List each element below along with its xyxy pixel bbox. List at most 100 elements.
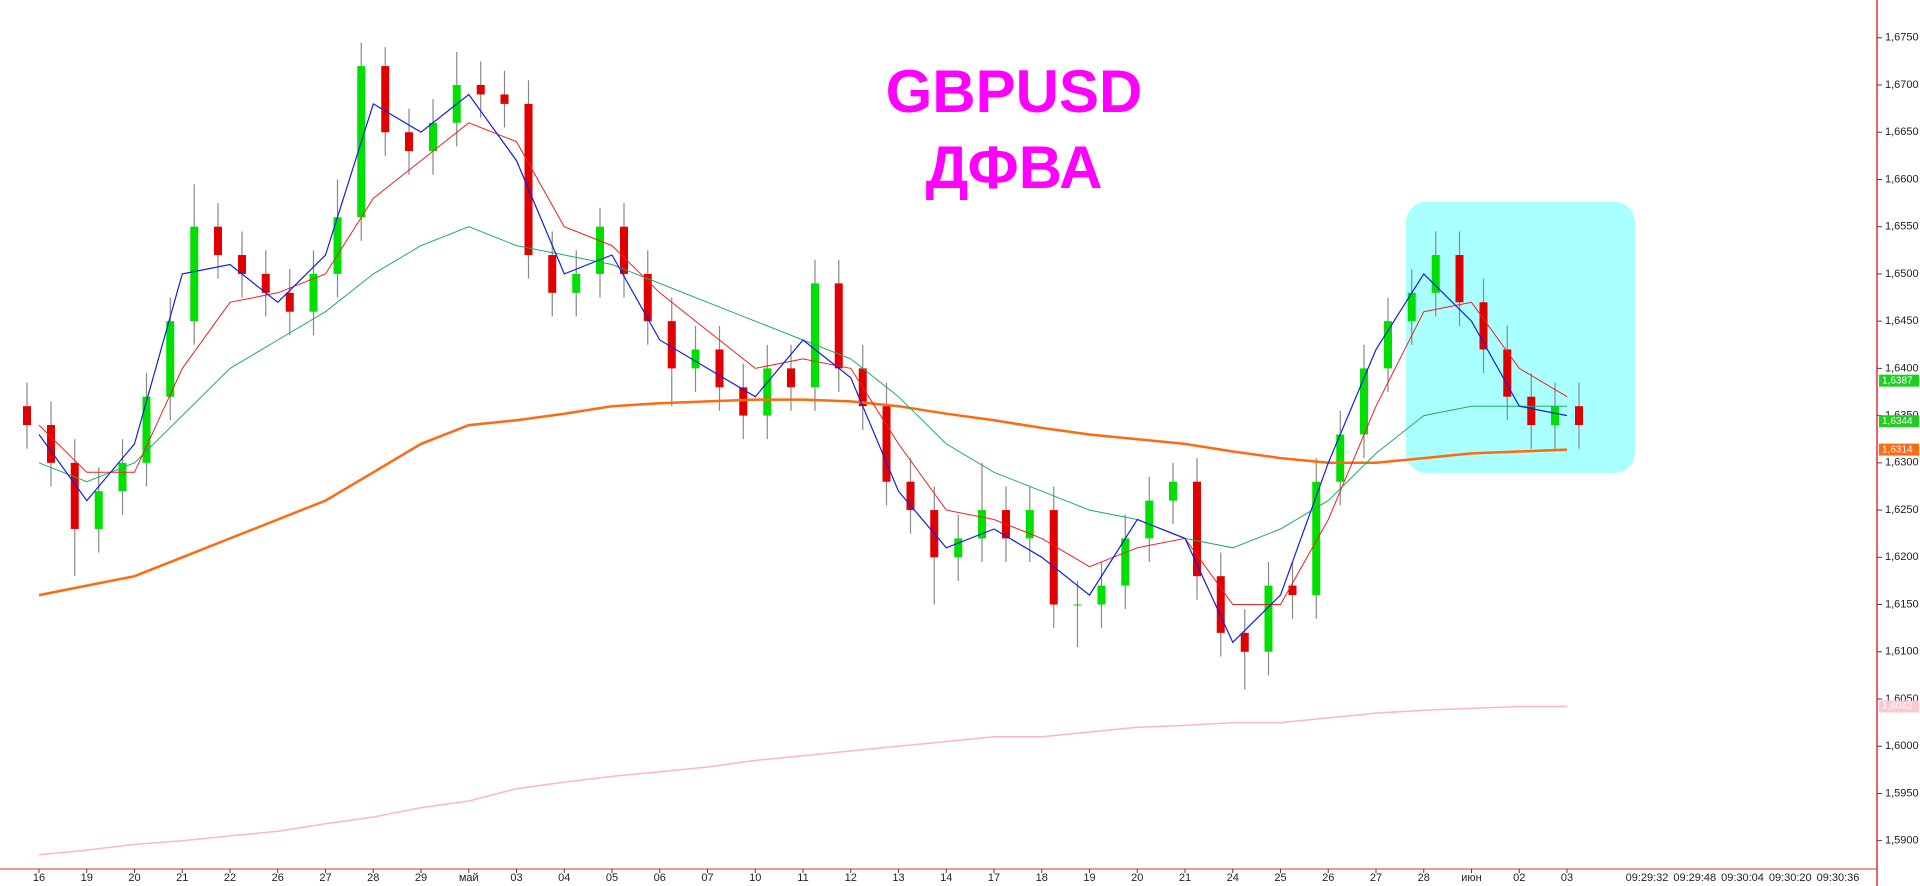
x-tick-label: 02 bbox=[1513, 872, 1525, 884]
candle-body bbox=[238, 255, 246, 274]
candle-body bbox=[1121, 538, 1130, 586]
y-tick-label: 1,6450 bbox=[1885, 315, 1919, 327]
moving-average bbox=[38, 93, 1568, 644]
time-label: 09:30:36 bbox=[1817, 872, 1860, 884]
candle-body bbox=[23, 406, 31, 426]
candle-body bbox=[572, 273, 581, 293]
x-tick-label: 24 bbox=[1227, 872, 1239, 884]
x-tick-label: 07 bbox=[701, 872, 713, 884]
candle-body bbox=[1288, 585, 1297, 596]
y-tick-label: 1,6250 bbox=[1885, 504, 1919, 516]
candle-body bbox=[834, 283, 843, 369]
x-tick-label: 22 bbox=[224, 872, 236, 884]
candle-body bbox=[978, 510, 986, 539]
candle-body bbox=[47, 425, 55, 463]
price-tag-label: 1,6042 bbox=[1882, 701, 1913, 712]
x-tick-label: 27 bbox=[319, 872, 331, 884]
x-tick-label: 03 bbox=[1561, 872, 1573, 884]
x-tick-label: 20 bbox=[1131, 872, 1143, 884]
highlight-box bbox=[1406, 202, 1635, 473]
candle-body bbox=[405, 132, 413, 152]
x-tick-label: июн bbox=[1461, 872, 1481, 884]
moving-average bbox=[38, 122, 1568, 605]
x-tick-label: 19 bbox=[81, 872, 93, 884]
y-tick-label: 1,6650 bbox=[1885, 126, 1919, 138]
price-tag-label: 1,6314 bbox=[1882, 444, 1913, 455]
candle-body bbox=[1073, 604, 1082, 606]
candle-body bbox=[1336, 434, 1345, 482]
y-tick-label: 1,6150 bbox=[1885, 598, 1919, 610]
candle-body bbox=[500, 94, 509, 104]
y-tick-label: 1,6550 bbox=[1885, 221, 1919, 233]
price-tag bbox=[1879, 443, 1919, 456]
candle-body bbox=[94, 491, 103, 529]
candle-body bbox=[811, 283, 819, 388]
price-tag bbox=[1879, 415, 1919, 428]
candle-body bbox=[1049, 510, 1058, 605]
candle-body bbox=[285, 292, 294, 312]
moving-average bbox=[38, 398, 1568, 597]
candle-body bbox=[142, 396, 151, 463]
candle-body bbox=[190, 226, 199, 322]
y-tick-label: 1,6100 bbox=[1885, 646, 1919, 658]
y-tick-label: 1,6000 bbox=[1885, 740, 1919, 752]
x-tick-label: 20 bbox=[128, 872, 140, 884]
y-tick-label: 1,6400 bbox=[1885, 362, 1919, 374]
y-tick-label: 1,6600 bbox=[1885, 173, 1919, 185]
candle-body bbox=[643, 273, 652, 322]
candle-body bbox=[763, 368, 772, 416]
x-tick-label: 28 bbox=[367, 872, 379, 884]
x-tick-label: 04 bbox=[558, 872, 570, 884]
x-tick-label: 14 bbox=[940, 872, 952, 884]
candle-body bbox=[309, 273, 318, 312]
candle-body bbox=[1264, 585, 1273, 652]
candle-body bbox=[787, 368, 795, 388]
x-tick-label: 25 bbox=[1274, 872, 1286, 884]
time-label: 09:30:20 bbox=[1769, 872, 1812, 884]
candle-body bbox=[954, 538, 963, 558]
x-tick-label: 19 bbox=[1083, 872, 1095, 884]
x-tick-label: 16 bbox=[33, 872, 45, 884]
candle-body bbox=[739, 387, 748, 416]
x-tick-label: 27 bbox=[1370, 872, 1382, 884]
candle-body bbox=[1025, 510, 1034, 539]
y-tick-label: 1,5900 bbox=[1885, 835, 1919, 847]
candle-body bbox=[1193, 481, 1201, 577]
x-tick-label: 18 bbox=[1036, 872, 1048, 884]
candle-body bbox=[667, 321, 676, 369]
x-tick-label: 21 bbox=[176, 872, 188, 884]
candle-body bbox=[1527, 396, 1536, 426]
candle-body bbox=[1216, 576, 1225, 633]
candle-body bbox=[1479, 302, 1488, 350]
x-tick-label: 28 bbox=[1418, 872, 1430, 884]
chart-title: GBPUSD bbox=[886, 58, 1143, 125]
candle-body bbox=[118, 462, 127, 492]
y-tick-label: 1,5950 bbox=[1885, 787, 1919, 799]
candle-body bbox=[1384, 321, 1392, 369]
price-tag-label: 1,6387 bbox=[1882, 375, 1913, 386]
candle-body bbox=[691, 349, 700, 369]
candle-body bbox=[381, 66, 390, 133]
x-tick-label: 29 bbox=[415, 872, 427, 884]
x-tick-label: 05 bbox=[606, 872, 618, 884]
candle-body bbox=[333, 217, 342, 274]
price-tag bbox=[1879, 374, 1919, 387]
price-tag-label: 1,6344 bbox=[1882, 416, 1913, 427]
time-label: 09:29:32 bbox=[1626, 872, 1669, 884]
candle-body bbox=[1312, 481, 1321, 596]
x-tick-label: 03 bbox=[510, 872, 522, 884]
y-tick-label: 1,6750 bbox=[1885, 32, 1919, 44]
x-tick-label: май bbox=[459, 872, 479, 884]
x-tick-label: 06 bbox=[654, 872, 666, 884]
x-tick-label: 11 bbox=[797, 872, 808, 884]
y-tick-label: 1,6200 bbox=[1885, 551, 1919, 563]
candle-body bbox=[524, 103, 533, 256]
price-tag bbox=[1879, 700, 1919, 713]
candle-body bbox=[1551, 406, 1559, 426]
candle-body bbox=[1455, 255, 1464, 303]
candle-body bbox=[548, 255, 557, 293]
candle-body bbox=[1169, 481, 1177, 501]
x-tick-label: 12 bbox=[845, 872, 857, 884]
candle-body bbox=[1407, 292, 1416, 322]
candle-body bbox=[1503, 349, 1512, 397]
